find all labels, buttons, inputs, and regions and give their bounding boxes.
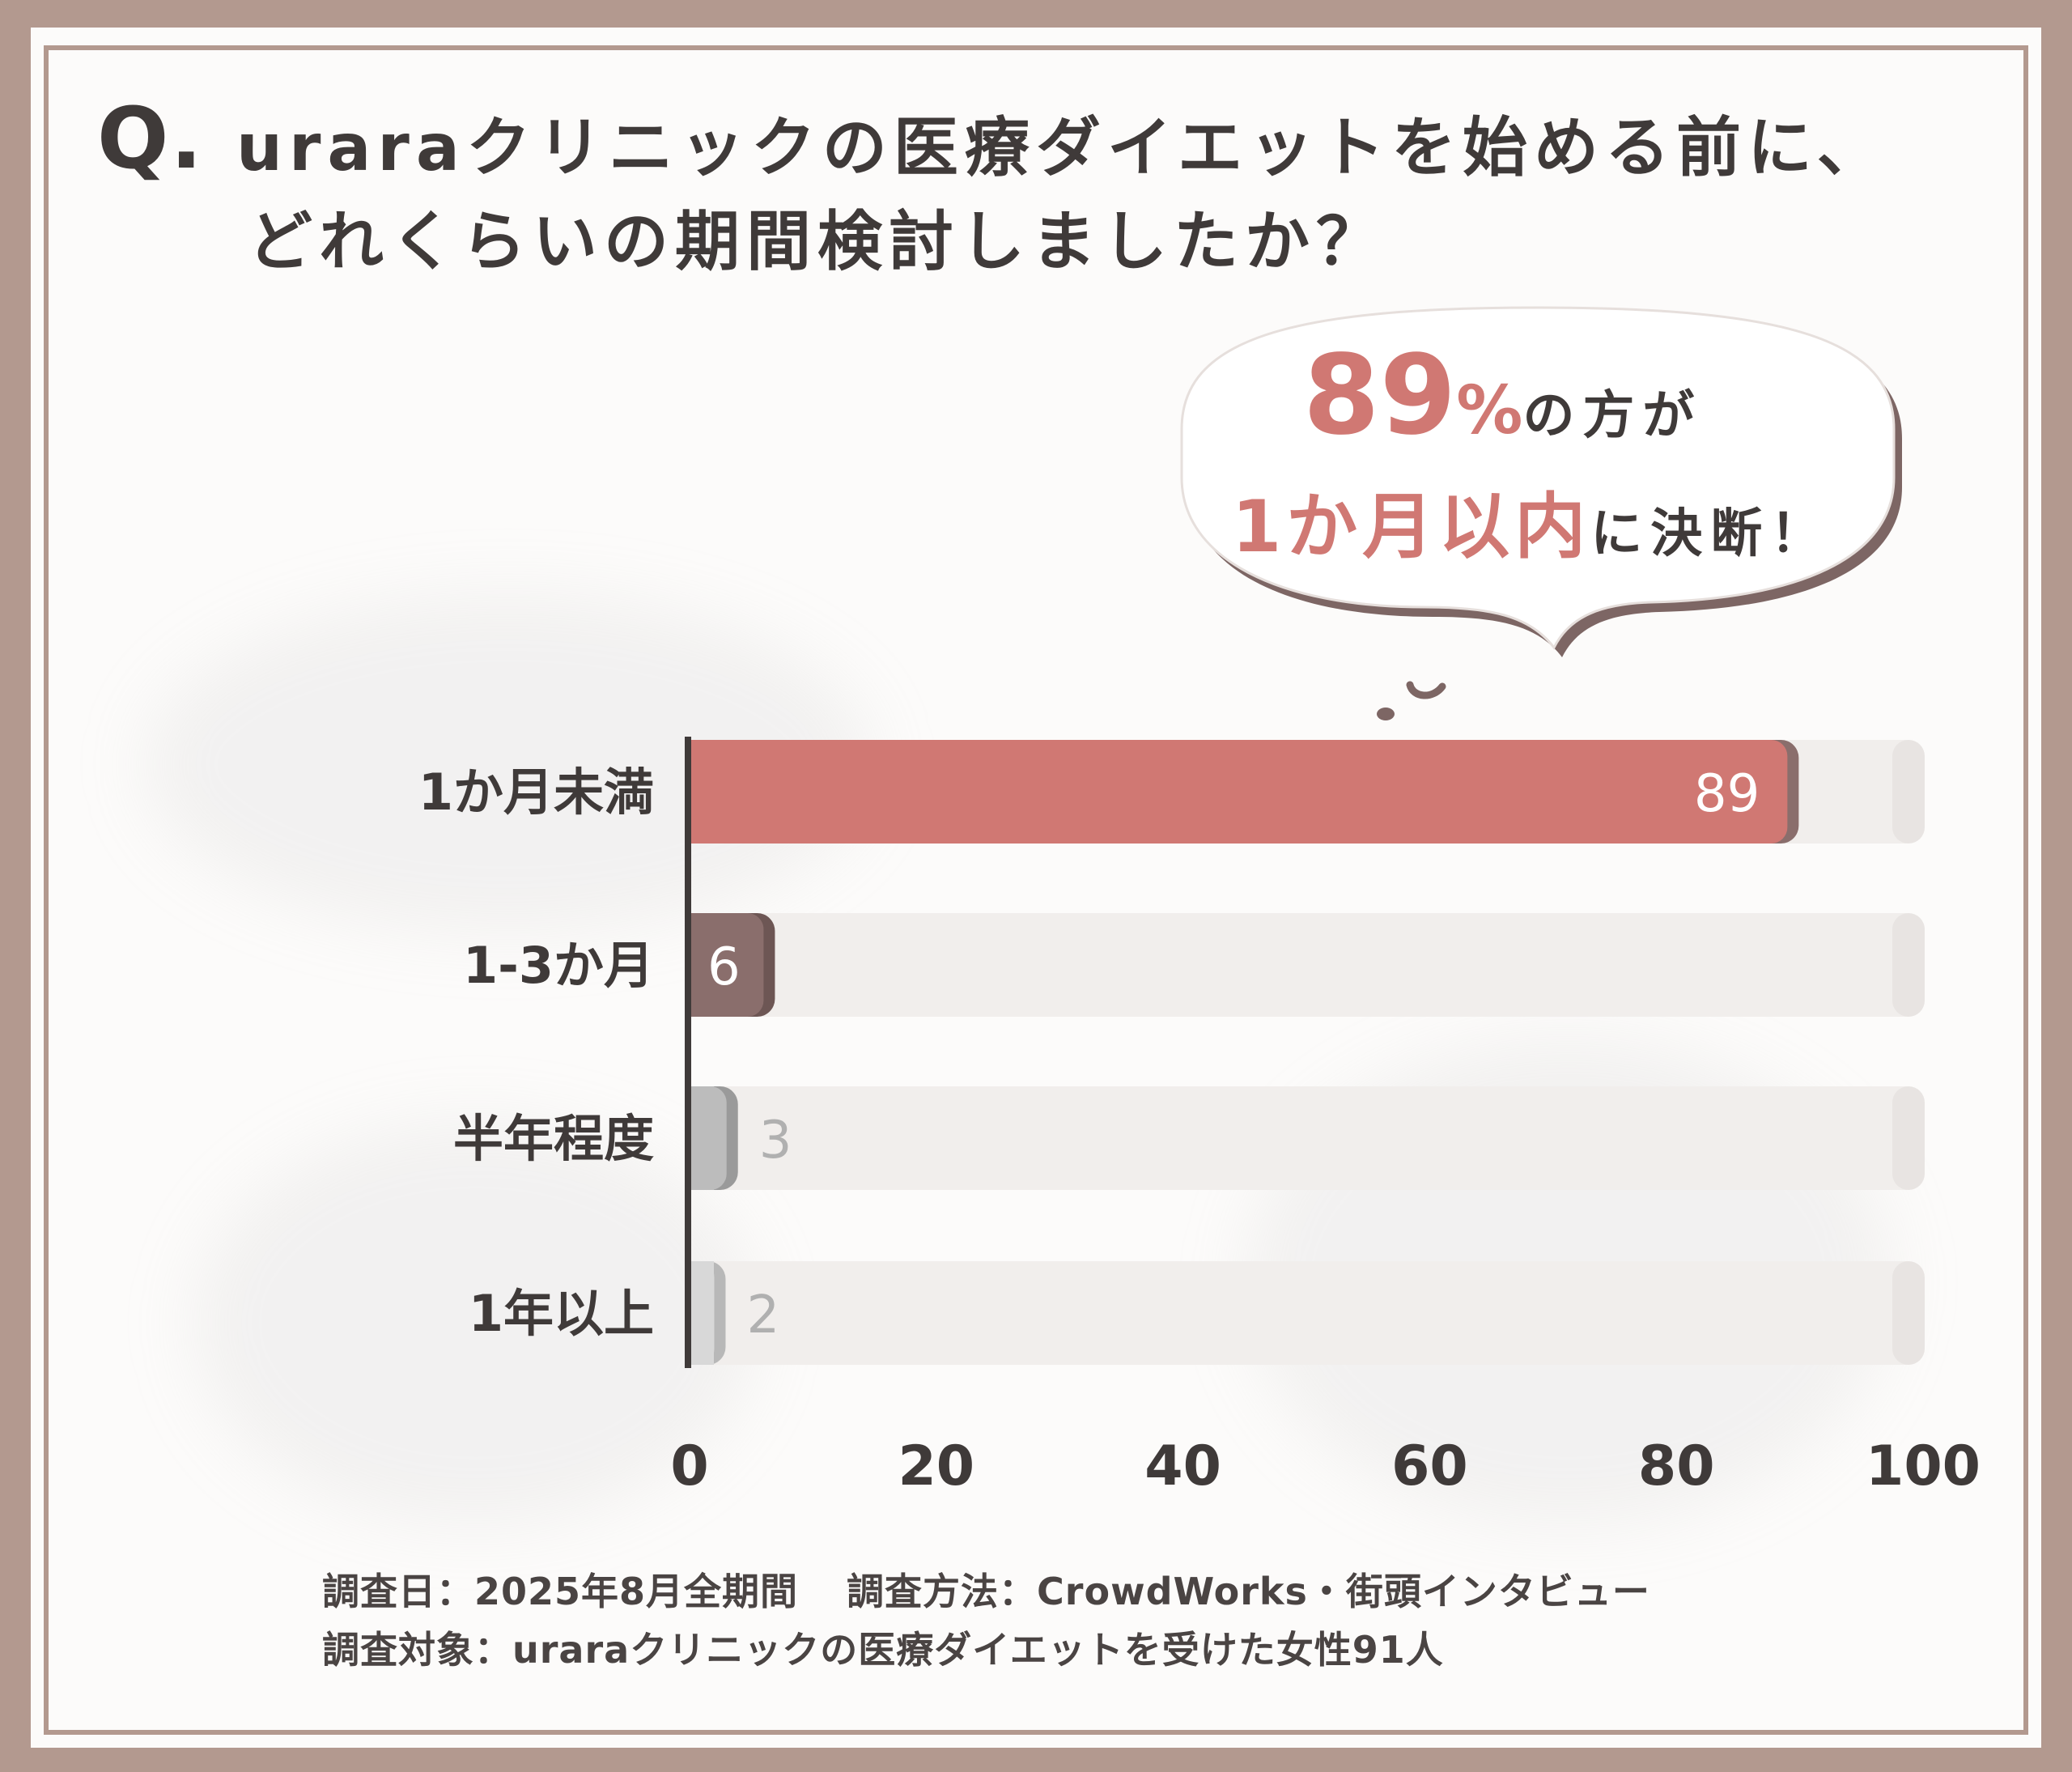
bar-base — [690, 913, 714, 1017]
category-label: 半年程度 — [453, 1109, 654, 1168]
speech-bubble-body — [1180, 306, 1896, 650]
callout-line1-rest: の方が — [1522, 386, 1703, 446]
x-tick-label: 80 — [1638, 1434, 1715, 1498]
bar-track-end — [1892, 740, 1925, 844]
bar-track-end — [1892, 1261, 1925, 1365]
bar-track — [690, 1086, 1925, 1190]
callout-percent-sign: % — [1456, 372, 1523, 449]
survey-method: 調査方法：CrowdWorks・街頭インタビュー — [847, 1570, 1650, 1613]
bar-track — [690, 913, 1925, 1017]
callout-line2: 1か月以内に決断！ — [1232, 470, 1830, 572]
bar-track-end — [1892, 913, 1925, 1017]
callout-highlight: 1か月以内 — [1232, 485, 1591, 568]
background-swirl — [193, 1120, 759, 1525]
x-tick-label: 0 — [670, 1434, 708, 1498]
question-title-line2: どれくらいの期間検討しましたか？ — [248, 204, 1387, 279]
callout-percent-value: 89 — [1303, 332, 1457, 460]
category-label: 1年以上 — [469, 1284, 654, 1343]
y-axis-line — [685, 737, 691, 1368]
bar — [690, 740, 1788, 844]
bar-base — [690, 740, 714, 844]
value-label: 89 — [1694, 764, 1760, 824]
survey-date: 調査日：2025年8月全期間 — [322, 1570, 799, 1613]
speech-bubble — [1180, 306, 1902, 657]
x-tick-label: 100 — [1866, 1434, 1981, 1498]
thought-dots-icon — [1377, 681, 1446, 720]
bar-track — [690, 1261, 1925, 1365]
x-tick-label: 20 — [898, 1434, 974, 1498]
value-label: 3 — [759, 1111, 792, 1171]
survey-target: 調査対象：uraraクリニックの医療ダイエットを受けた女性91人 — [322, 1628, 1444, 1672]
question-mark-label: Q. — [97, 89, 204, 188]
callout-line1: 89%の方が — [1303, 332, 1702, 460]
value-label: 2 — [746, 1285, 779, 1345]
category-label: 1か月未満 — [418, 763, 654, 822]
inner-border — [44, 45, 2028, 1735]
bar-track-end — [1892, 1086, 1925, 1190]
callout-line2-rest: に決断！ — [1590, 504, 1831, 564]
survey-note-line1: 調査日：2025年8月全期間 調査方法：CrowdWorks・街頭インタビュー — [322, 1562, 1650, 1616]
value-label: 6 — [707, 937, 741, 997]
x-tick-label: 60 — [1391, 1434, 1468, 1498]
question-title-line1: uraraクリニックの医療ダイエットを始める前に、 — [236, 110, 1888, 185]
bar-base — [690, 1261, 714, 1365]
category-label: 1-3か月 — [463, 936, 654, 995]
bar-base — [690, 1086, 714, 1190]
x-tick-label: 40 — [1144, 1434, 1221, 1498]
